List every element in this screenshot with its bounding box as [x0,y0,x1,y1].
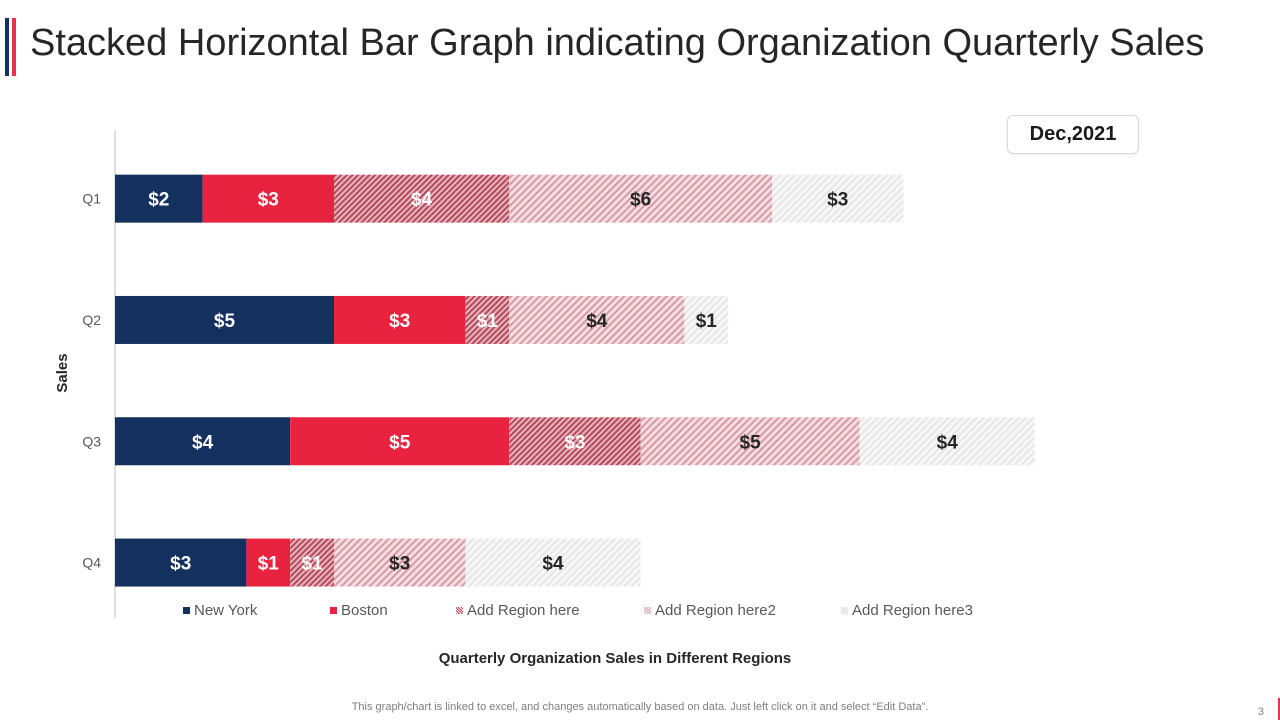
data-label: $4 [586,311,608,332]
data-label: $3 [389,311,410,332]
y-axis-title: Sales [54,353,71,392]
legend-item: Add Region here2 [644,602,776,619]
data-label: $4 [411,190,433,211]
bar-segment [509,295,685,344]
bar-segment [859,417,1035,466]
bar-segment [334,174,510,223]
bar-segment [115,538,247,587]
legend-item: Add Region here3 [841,602,973,619]
data-label: $1 [696,311,718,332]
bar-segment [290,538,334,587]
legend-item: New York [183,602,257,619]
legend-swatch [456,607,463,614]
date-badge: Dec,2021 [1007,115,1139,154]
data-label: $1 [477,311,499,332]
bar-segment [684,295,729,344]
title-accent-red [12,18,16,76]
data-label: $4 [192,432,214,453]
y-tick-label: Q1 [82,191,101,207]
legend-item: Add Region here [456,602,580,619]
data-label: $4 [542,554,564,575]
bar-segment [640,417,860,466]
data-label: $5 [740,432,762,453]
data-label: $3 [389,554,410,575]
page-title: Stacked Horizontal Bar Graph indicating … [30,22,1205,64]
data-label: $3 [827,190,848,211]
data-label: $3 [564,432,585,453]
slide-number: 3 [1257,706,1264,718]
legend-swatch [183,607,190,614]
bar-segment [334,295,466,344]
legend-label: New York [194,602,258,619]
data-label: $6 [630,190,651,211]
data-label: $5 [214,311,236,332]
y-tick-label: Q3 [82,433,101,449]
legend-label: Add Region here [467,602,580,619]
y-tick-label: Q2 [82,312,101,328]
legend-label: Boston [341,602,388,619]
legend-swatch [330,607,337,614]
title-accent-blue [5,18,9,76]
data-label: $5 [389,432,411,453]
data-label: $1 [302,554,324,575]
x-axis-title: Quarterly Organization Sales in Differen… [438,650,792,667]
legend-label: Add Region here3 [852,602,973,619]
data-label: $4 [937,432,959,453]
data-label: $3 [258,190,279,211]
data-label: $2 [148,190,169,211]
bar-segment [509,174,772,223]
bar-segment [772,174,904,223]
legend-swatch [644,607,651,614]
data-label: $1 [258,554,280,575]
bar-segment [115,295,334,344]
legend-label: Add Region here2 [655,602,776,619]
footnote: This graph/chart is linked to excel, and… [351,701,929,713]
bar-segment [202,174,334,223]
bar-segment [115,417,291,466]
bar-segment [465,295,510,344]
bar-segment [290,417,510,466]
data-label: $3 [170,554,191,575]
bar-segment [246,538,291,587]
bar-segment [115,174,203,223]
y-tick-label: Q4 [82,555,101,571]
legend-swatch [841,607,848,614]
chart-legend: New York Boston Add Region here Add Region … [0,602,1280,620]
bar-segment [334,538,466,587]
corner-accent [1278,698,1280,720]
bar-segment [509,417,641,466]
bar-segment [465,538,641,587]
legend-item: Boston [330,602,388,619]
